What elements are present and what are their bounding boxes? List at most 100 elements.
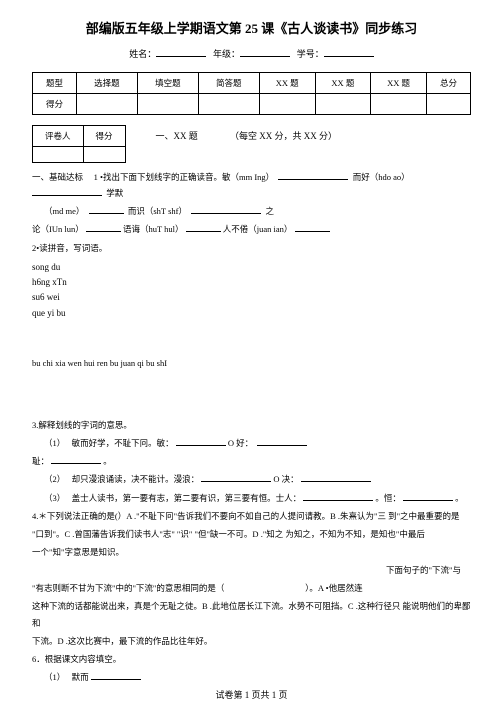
line: 6．根据课文内容填空。 bbox=[32, 651, 471, 667]
cell bbox=[371, 94, 427, 115]
blank bbox=[191, 204, 261, 214]
line: "有志则断不甘为下流"中的"下流"的意思相同的是（ ）。A •他居然连 bbox=[32, 580, 471, 596]
pinyin: song du bbox=[32, 260, 471, 275]
th-5: XX 题 bbox=[315, 73, 371, 94]
blank bbox=[201, 472, 271, 482]
grade-blank bbox=[240, 47, 290, 57]
blank bbox=[403, 491, 453, 501]
line: 一个"知"字意思是知识。 bbox=[32, 544, 471, 560]
line: 3.解释划线的字词的意思。 bbox=[32, 417, 471, 433]
pinyin: su6 wei bbox=[32, 290, 471, 305]
text: 人不倦（juan ian） bbox=[223, 224, 293, 234]
table-row bbox=[33, 147, 126, 163]
text: 而识（shT shf） bbox=[128, 206, 187, 216]
cell bbox=[76, 94, 137, 115]
text: O 好： bbox=[228, 438, 253, 448]
id-label: 学号： bbox=[297, 49, 324, 59]
line: 一、基础达标 1 •找出下面下划线字的正确读音。敏（mm Ing） 而好（hdo… bbox=[32, 169, 471, 201]
cell bbox=[33, 147, 84, 163]
blank bbox=[51, 454, 101, 464]
grade-label: 年级： bbox=[213, 49, 240, 59]
text: 之 bbox=[266, 206, 275, 216]
blank bbox=[186, 222, 221, 232]
th-total: 总分 bbox=[426, 73, 470, 94]
pinyin-block: song du h6ng xTn su6 wei que yi bu bbox=[32, 260, 471, 321]
grader-table: 评卷人 得分 bbox=[32, 125, 126, 163]
row-label: 得分 bbox=[33, 94, 77, 115]
student-info: 姓名： 年级： 学号： bbox=[32, 47, 471, 60]
text: 。 bbox=[455, 493, 464, 503]
spacer bbox=[32, 325, 471, 355]
cell bbox=[259, 94, 315, 115]
doc-title: 部编版五年级上学期语文第 25 课《古人谈读书》同步练习 bbox=[32, 18, 471, 37]
section-title: 一、XX 题 bbox=[156, 129, 198, 142]
score-table: 题型 选择题 填空题 简答题 XX 题 XX 题 XX 题 总分 得分 bbox=[32, 72, 471, 115]
id-blank bbox=[324, 47, 374, 57]
cell bbox=[137, 94, 198, 115]
th-type: 题型 bbox=[33, 73, 77, 94]
text: 。 bbox=[103, 456, 112, 466]
table-row: 题型 选择题 填空题 简答题 XX 题 XX 题 XX 题 总分 bbox=[33, 73, 471, 94]
blank bbox=[295, 222, 330, 232]
th-1: 选择题 bbox=[76, 73, 137, 94]
page-footer: 试卷第 1 页共 1 页 bbox=[0, 688, 503, 701]
text: 学默 bbox=[106, 188, 123, 198]
table-row: 评卷人 得分 bbox=[33, 126, 126, 147]
cell bbox=[315, 94, 371, 115]
line: 这种下流的话都能说出来，真是个无耻之徒。B .此地位居长江下流。水势不可阻挡。C… bbox=[32, 598, 471, 630]
pinyin: h6ng xTn bbox=[32, 275, 471, 290]
blank bbox=[86, 222, 121, 232]
th-2: 填空题 bbox=[137, 73, 198, 94]
th-3: 简答题 bbox=[198, 73, 259, 94]
line: （md me） 而识（shT shf） 之 bbox=[32, 203, 471, 219]
line: （2） 却只漫浪诵读，决不能计。漫浪： O 决： bbox=[32, 471, 471, 487]
line: 2•读拼音，写词语。 bbox=[32, 240, 471, 256]
text: （3） bbox=[44, 493, 65, 503]
line: 论（IUn lun） 语诲（huT hul） 人不倦（juan ian） bbox=[32, 221, 471, 237]
text: 默而 bbox=[72, 672, 89, 682]
text: （1） bbox=[44, 672, 65, 682]
line: （1） 敏而好学，不耻下冋。敏： O 好： bbox=[32, 435, 471, 451]
text: （md me） bbox=[44, 206, 84, 216]
text: "有志则断不甘为下流"中的"下流"的意思相同的是（ bbox=[32, 583, 224, 593]
line: "口到"。C .曾国藩告诉我们读书人"志" "识" "但"缺一不可。D ."知之… bbox=[32, 526, 471, 542]
blank bbox=[303, 491, 373, 501]
th-4: XX 题 bbox=[259, 73, 315, 94]
blank bbox=[89, 204, 124, 214]
line: 耻： 。 bbox=[32, 453, 471, 469]
blank bbox=[32, 186, 102, 196]
blank bbox=[301, 472, 371, 482]
grader-label: 评卷人 bbox=[33, 126, 84, 147]
line: 4.＊下列说法正确的是(）A ."不耻下冋"告诉我们不要向不如自己的人提问请教。… bbox=[32, 508, 471, 524]
cell bbox=[426, 94, 470, 115]
pinyin: que yi bu bbox=[32, 306, 471, 321]
spacer bbox=[32, 403, 471, 417]
text: 却只漫浪诵读，决不能计。漫浪： bbox=[72, 474, 200, 484]
text: 一、基础达标 bbox=[32, 172, 83, 182]
blank bbox=[91, 670, 141, 680]
spacer bbox=[32, 373, 471, 403]
text: （2） bbox=[44, 474, 65, 484]
line: （1） 默而 bbox=[32, 669, 471, 685]
text: 而好（hdo ao） bbox=[353, 172, 410, 182]
text: 耻： bbox=[32, 456, 49, 466]
name-blank bbox=[156, 47, 206, 57]
blank bbox=[176, 436, 226, 446]
text: 语诲（huT hul） bbox=[123, 224, 184, 234]
text: （1） bbox=[44, 438, 65, 448]
table-row: 得分 bbox=[33, 94, 471, 115]
name-label: 姓名： bbox=[129, 49, 156, 59]
cell bbox=[83, 147, 125, 163]
text: 敏而好学，不耻下冋。敏： bbox=[72, 438, 174, 448]
text: O 决： bbox=[273, 474, 298, 484]
cell bbox=[198, 94, 259, 115]
line: （3） 盖士人读书，第一要有志，第二要有识，第三要有恒。士人： 。恒： 。 bbox=[32, 490, 471, 506]
pinyin: bu chi xia wen hui ren bu juan qi bu shI bbox=[32, 355, 471, 371]
blank bbox=[278, 170, 348, 180]
text: 盖士人读书，第一要有志，第二要有识，第三要有恒。士人： bbox=[72, 493, 302, 503]
text: 论（IUn lun） bbox=[32, 224, 84, 234]
line: 下流。D .这次比赛中，最下流的作品比往年好。 bbox=[32, 633, 471, 649]
text: 1 •找出下面下划线字的正确读音。敏（mm Ing） bbox=[94, 172, 275, 182]
line: 下面句子的"下流"与 bbox=[32, 562, 471, 578]
text: 。恒： bbox=[375, 493, 401, 503]
